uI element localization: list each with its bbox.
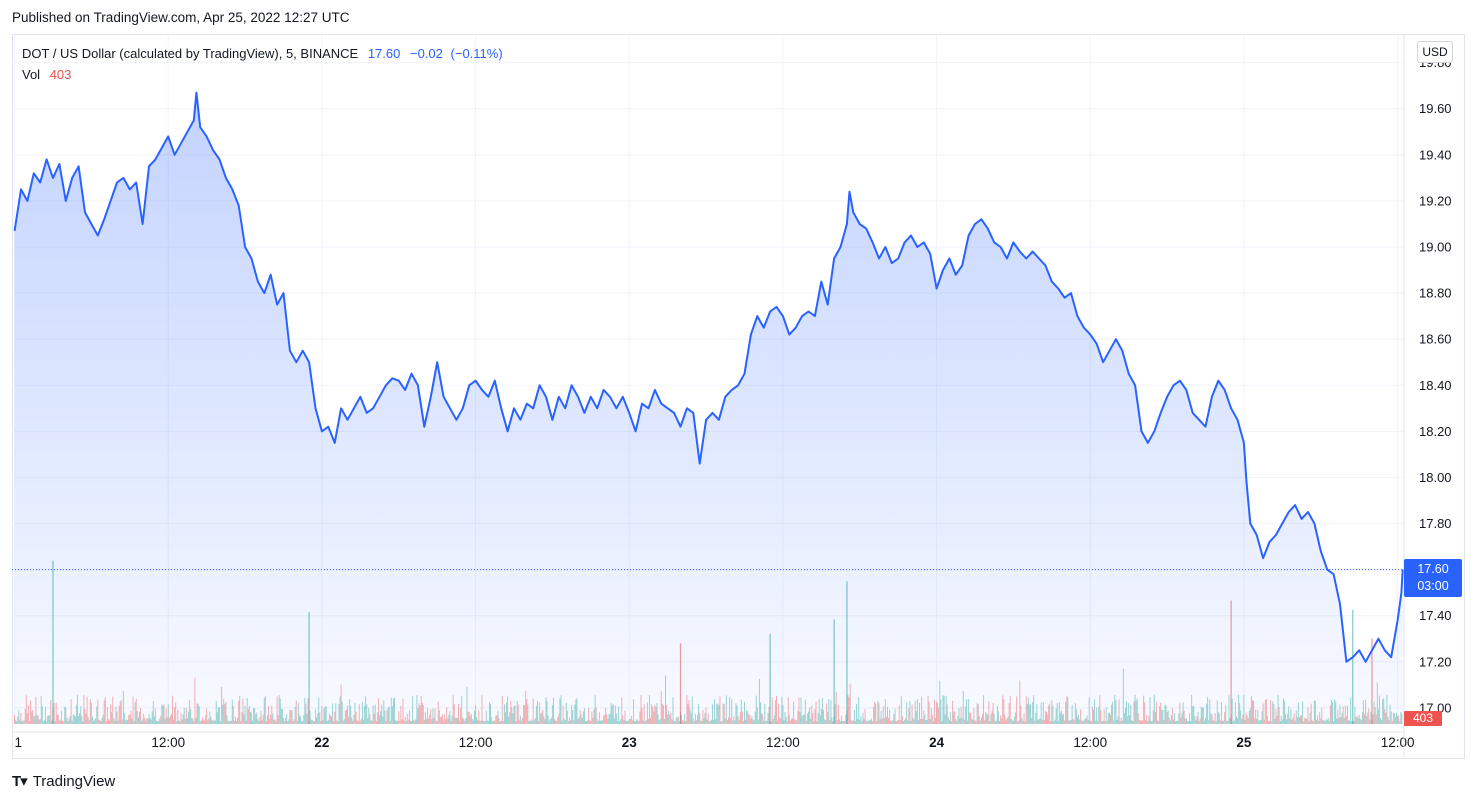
tradingview-brand: TradingView (32, 772, 116, 790)
y-tick-label: 18.40 (1419, 378, 1452, 393)
x-tick-label: 22 (314, 735, 329, 750)
y-tick-label: 19.40 (1419, 147, 1452, 162)
x-tick-label: 1 (15, 735, 23, 750)
currency-button[interactable]: USD (1417, 41, 1453, 63)
published-note: Published on TradingView.com, Apr 25, 20… (12, 10, 350, 25)
y-tick-label: 19.20 (1419, 193, 1452, 208)
tradingview-logo[interactable]: T▾ TradingView (12, 772, 116, 791)
x-tick-label: 12:00 (766, 735, 800, 750)
chart-legend-symbol[interactable]: DOT / US Dollar (calculated by TradingVi… (22, 46, 503, 61)
y-tick-label: 17.40 (1419, 608, 1452, 623)
volume-label[interactable]: Vol (22, 67, 41, 82)
y-tick-label: 18.20 (1419, 424, 1452, 439)
x-tick-label: 25 (1236, 735, 1252, 750)
y-tick-label: 17.80 (1419, 516, 1452, 531)
chart-frame[interactable] (12, 34, 1465, 759)
last-price: 17.60 (367, 46, 401, 61)
x-tick-label: 24 (929, 735, 945, 750)
y-tick-label: 18.00 (1419, 470, 1452, 485)
x-tick-label: 12:00 (1073, 735, 1107, 750)
tradingview-logo-icon: T▾ (12, 773, 28, 790)
symbol-description[interactable]: DOT / US Dollar (calculated by TradingVi… (22, 46, 359, 61)
y-tick-label: 19.00 (1419, 240, 1452, 255)
price-change: −0.02 (410, 46, 443, 61)
price-change-percent: (−0.11%) (450, 46, 503, 61)
last-price-label-value: 17.60 (1417, 562, 1449, 576)
chart-legend-volume[interactable]: Vol 403 (22, 67, 71, 82)
y-tick-label: 18.80 (1419, 286, 1452, 301)
bar-countdown: 03:00 (1417, 579, 1449, 593)
y-tick-label: 18.60 (1419, 332, 1452, 347)
price-line[interactable] (13, 91, 1404, 663)
x-tick-label: 23 (622, 735, 638, 750)
x-tick-label: 12:00 (459, 735, 493, 750)
x-tick-label: 12:00 (151, 735, 185, 750)
price-area-fill (14, 92, 1403, 725)
last-price-label: 17.60 03:00 (1404, 559, 1462, 597)
x-tick-label: 12:00 (1381, 735, 1415, 750)
y-tick-label: 17.20 (1419, 654, 1452, 669)
volume-price-label: 403 (1404, 711, 1442, 726)
y-tick-label: 19.60 (1419, 101, 1452, 116)
volume-value: 403 (49, 67, 72, 82)
